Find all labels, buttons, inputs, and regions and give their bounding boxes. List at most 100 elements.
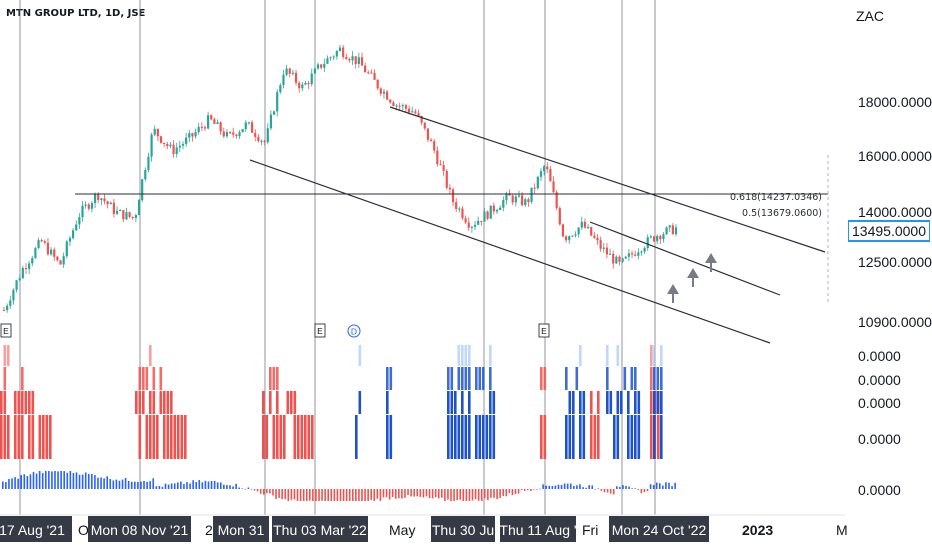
signal-bar <box>464 367 468 390</box>
histogram-bar <box>238 487 240 489</box>
histogram-bar <box>247 487 250 489</box>
histogram-bar <box>569 483 572 489</box>
histogram-bar <box>38 471 41 489</box>
candle-body <box>586 227 590 229</box>
time-tick-label: M <box>836 522 848 538</box>
signal-bar <box>31 391 35 414</box>
histogram-bar <box>453 489 455 501</box>
candle-body <box>568 236 571 241</box>
candle-body <box>254 132 257 137</box>
candle-body <box>285 68 288 75</box>
histogram-bar <box>299 489 302 501</box>
time-tick-label: 17 Aug '21 <box>0 522 65 538</box>
candle-body <box>536 176 539 189</box>
signal-bar <box>386 367 389 390</box>
histogram-indicator <box>2 471 676 501</box>
signal-bar <box>540 367 543 390</box>
signal-bar <box>454 415 457 459</box>
histogram-bar <box>198 479 201 489</box>
candle-body <box>235 134 238 137</box>
histogram-bar <box>662 485 664 489</box>
histogram-bar <box>183 484 185 489</box>
candle-body <box>288 68 291 74</box>
histogram-bar <box>407 489 409 496</box>
histogram-bar <box>97 477 99 489</box>
signal-bar <box>475 415 478 459</box>
candle-body <box>326 58 329 64</box>
histogram-bar <box>422 489 425 498</box>
candle-body <box>282 74 285 86</box>
candle-body <box>379 88 382 94</box>
histogram-bar <box>376 489 379 499</box>
candle-body <box>373 72 376 80</box>
candle-body <box>225 132 229 137</box>
histogram-bar <box>379 489 382 501</box>
signal-bar <box>135 391 138 414</box>
candle-body <box>564 236 568 241</box>
fib-level-labels: 0.618(14237.0346) 0.5(13679.0600) <box>730 192 822 219</box>
candle-body <box>668 225 671 228</box>
histogram-bar <box>41 472 44 489</box>
signal-bar <box>653 345 656 366</box>
candle-body <box>112 202 116 214</box>
indicator-tick-label: 0.0000 <box>858 372 901 388</box>
candle-body <box>34 248 37 259</box>
candle-body <box>263 140 266 143</box>
histogram-bar <box>213 480 216 489</box>
candle-body <box>276 92 279 112</box>
signal-bar <box>653 415 656 459</box>
histogram-bar <box>566 483 569 489</box>
histogram-bar <box>576 485 578 489</box>
signal-bar <box>184 415 187 459</box>
signal-bar <box>565 367 568 390</box>
candle-body <box>646 237 649 249</box>
candle-body <box>511 195 514 203</box>
signal-bar <box>568 391 572 414</box>
signal-bar <box>653 391 656 414</box>
candle-body <box>197 126 200 133</box>
candle-body <box>178 145 181 148</box>
time-tick-label: 2023 <box>742 522 773 538</box>
histogram-bar <box>523 489 526 491</box>
histogram-bar <box>78 474 81 489</box>
histogram-bar <box>158 486 161 489</box>
signal-bar <box>138 367 142 390</box>
candle-body <box>571 235 574 237</box>
candle-body <box>543 166 546 172</box>
histogram-bar <box>594 489 597 490</box>
signal-bar <box>3 415 7 459</box>
histogram-bar <box>419 489 422 497</box>
histogram-bar <box>281 489 283 500</box>
signal-bar <box>543 367 547 390</box>
signal-bar <box>14 415 17 459</box>
histogram-bar <box>579 484 581 489</box>
candle-body <box>423 122 426 129</box>
candle-body <box>103 198 106 202</box>
histogram-bar <box>244 488 247 490</box>
price-candles <box>2 44 678 313</box>
histogram-bar <box>2 481 4 489</box>
candle-body <box>294 72 298 83</box>
candle-body <box>533 187 536 189</box>
histogram-bar <box>637 489 640 491</box>
signal-bar <box>489 367 492 390</box>
candle-body <box>188 133 191 138</box>
candle-body <box>574 234 577 236</box>
signal-bar <box>152 391 156 414</box>
candle-body <box>552 181 555 193</box>
signal-bar <box>454 391 457 414</box>
signal-bar <box>468 391 471 414</box>
signal-bar <box>307 415 311 459</box>
signal-bands <box>0 345 663 459</box>
candle-body <box>480 220 483 222</box>
signal-bar <box>579 391 582 414</box>
candle-body <box>141 179 144 201</box>
signal-bar <box>653 367 656 390</box>
histogram-bar <box>600 489 603 491</box>
candle-body <box>596 237 599 241</box>
candle-body <box>307 82 310 85</box>
candle-body <box>486 211 489 219</box>
candle-body <box>185 137 188 144</box>
histogram-bar <box>266 489 268 494</box>
